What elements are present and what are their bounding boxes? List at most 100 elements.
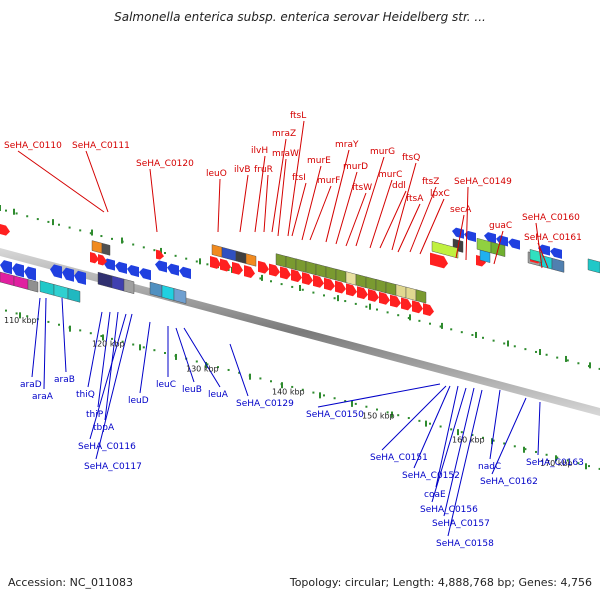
scale-tick-label: 170 kbp [540,459,573,468]
gene-label-bottom[interactable]: SeHA_C0158 [436,539,494,549]
gene-arrow [115,261,127,274]
gene-label-top[interactable]: SeHA_C0110 [4,141,62,151]
gene-label-bottom[interactable]: tbpA [93,423,115,433]
gene-label-top[interactable]: SeHA_C0149 [454,177,512,187]
gene-label-top[interactable]: ilvB [234,165,251,175]
gene-label-top[interactable]: ddl [392,181,406,191]
gene-block [395,284,407,299]
track-dot [323,394,325,397]
gene-label-top[interactable]: murG [370,147,395,157]
gene-label-top[interactable]: SeHA_C0161 [524,233,582,243]
gene-label-top[interactable]: murE [307,156,331,166]
track-dot [195,260,198,263]
track-dot [47,220,50,223]
gene-block [97,271,113,289]
gene-label-bottom[interactable]: thiP [86,410,104,420]
gene-label-bottom[interactable]: leuC [156,380,176,390]
gene-label-bottom[interactable]: SeHA_C0156 [420,505,478,515]
gene-label-top[interactable]: guaC [489,221,512,231]
gene-label-bottom[interactable]: SeHA_C0116 [78,442,136,452]
track-dot [545,453,548,456]
gene-label-leader-line [431,387,467,503]
gene-label-top[interactable]: SeHA_C0111 [72,141,130,151]
gene-label-bottom[interactable]: SeHA_C0157 [432,519,490,529]
gene-label-bottom[interactable]: araB [54,375,75,385]
track-dot [58,223,60,226]
scale-tick-label: 130 kbp [186,365,219,374]
gene-label-bottom[interactable]: coaE [424,490,446,500]
map-title: Salmonella enterica subsp. enterica sero… [114,10,486,24]
gene-label-bottom[interactable]: SeHA_C0163 [526,458,584,468]
gene-label-bottom[interactable]: thiQ [76,390,95,400]
gene-arrow [484,232,496,244]
gene-arrow [550,247,562,259]
track-dot [312,391,315,394]
scale-tick-label: 120 kbp [92,340,125,349]
gene-label-leader-line [87,311,103,388]
gene-label-top[interactable]: ftsI [292,173,306,183]
gene-arrow [12,263,24,278]
gene-block [415,289,427,304]
gene-label-leader-line [409,186,437,253]
gene-label-top[interactable]: ilvH [251,146,268,156]
gene-label-top[interactable]: murF [317,176,340,186]
gene-label-top[interactable]: ftsL [290,111,306,121]
gene-label-top[interactable]: mraY [335,140,359,150]
gene-label-bottom[interactable]: SeHA_C0129 [236,399,294,409]
track-dot [312,291,315,294]
gene-block [335,268,347,283]
gene-label-top[interactable]: SeHA_C0120 [136,159,194,169]
track-dot [535,350,537,353]
gene-label-top[interactable]: murD [343,162,368,172]
gene-label-bottom[interactable]: nadC [478,462,501,472]
gene-label-bottom[interactable]: SeHA_C0151 [370,453,428,463]
gene-label-bottom[interactable]: araD [20,380,42,390]
gene-label-bottom[interactable]: araA [32,392,54,402]
gene-arrow [90,252,99,264]
gene-label-top[interactable]: leuO [206,169,227,179]
track-dot [471,333,474,336]
gene-label-bottom[interactable]: SeHA_C0162 [480,477,538,487]
gene-label-top[interactable]: mraZ [272,129,296,139]
gene-label-leader-line [271,138,287,233]
gene-label-leader-line [325,149,350,243]
gene-label-bottom[interactable]: leuA [208,390,229,400]
gene-block [101,242,111,256]
gene-label-bottom[interactable]: SeHA_C0150 [306,410,364,420]
track-dot [407,317,410,320]
gene-label-leader-line [287,120,305,237]
gene-label-top[interactable]: ftsA [406,194,424,204]
gene-label-leader-line [139,321,151,394]
gene-label-top[interactable]: secA [450,205,472,215]
gene-label-bottom[interactable]: SeHA_C0117 [84,462,142,472]
track-dot [407,417,410,420]
track-dot [460,331,463,334]
gene-label-top[interactable]: murC [378,170,402,180]
track-dot [598,467,600,470]
track-dot [26,215,29,218]
scale-tick-label: 110 kbp [4,316,37,325]
gene-block [305,261,317,276]
gene-label-leader-line [443,387,475,517]
gene-block [405,286,417,301]
gene-label-leader-line [43,297,47,390]
gene-label-leader-line [97,311,111,408]
gene-label-top[interactable]: fruR [254,165,273,175]
gene-block [275,253,287,268]
gene-label-leader-line [229,343,249,397]
gene-label-bottom[interactable]: SeHA_C0152 [402,471,460,481]
gene-label-leader-line [381,385,447,451]
gene-label-top[interactable]: ftsQ [402,153,420,163]
track-dot [132,343,135,346]
gene-label-bottom[interactable]: leuD [128,396,149,406]
gene-label-leader-line [419,198,445,255]
gene-label-bottom[interactable]: leuB [182,385,202,395]
gene-label-top[interactable]: ftsW [352,183,372,193]
gene-arrow [496,235,508,247]
gene-label-top[interactable]: lpxC [430,189,450,199]
track-dot [386,311,389,314]
gene-label-top[interactable]: mraW [272,149,299,159]
gene-label-top[interactable]: SeHA_C0160 [522,213,580,223]
gene-label-top[interactable]: ftsZ [422,177,439,187]
gene-arrow [167,263,179,276]
